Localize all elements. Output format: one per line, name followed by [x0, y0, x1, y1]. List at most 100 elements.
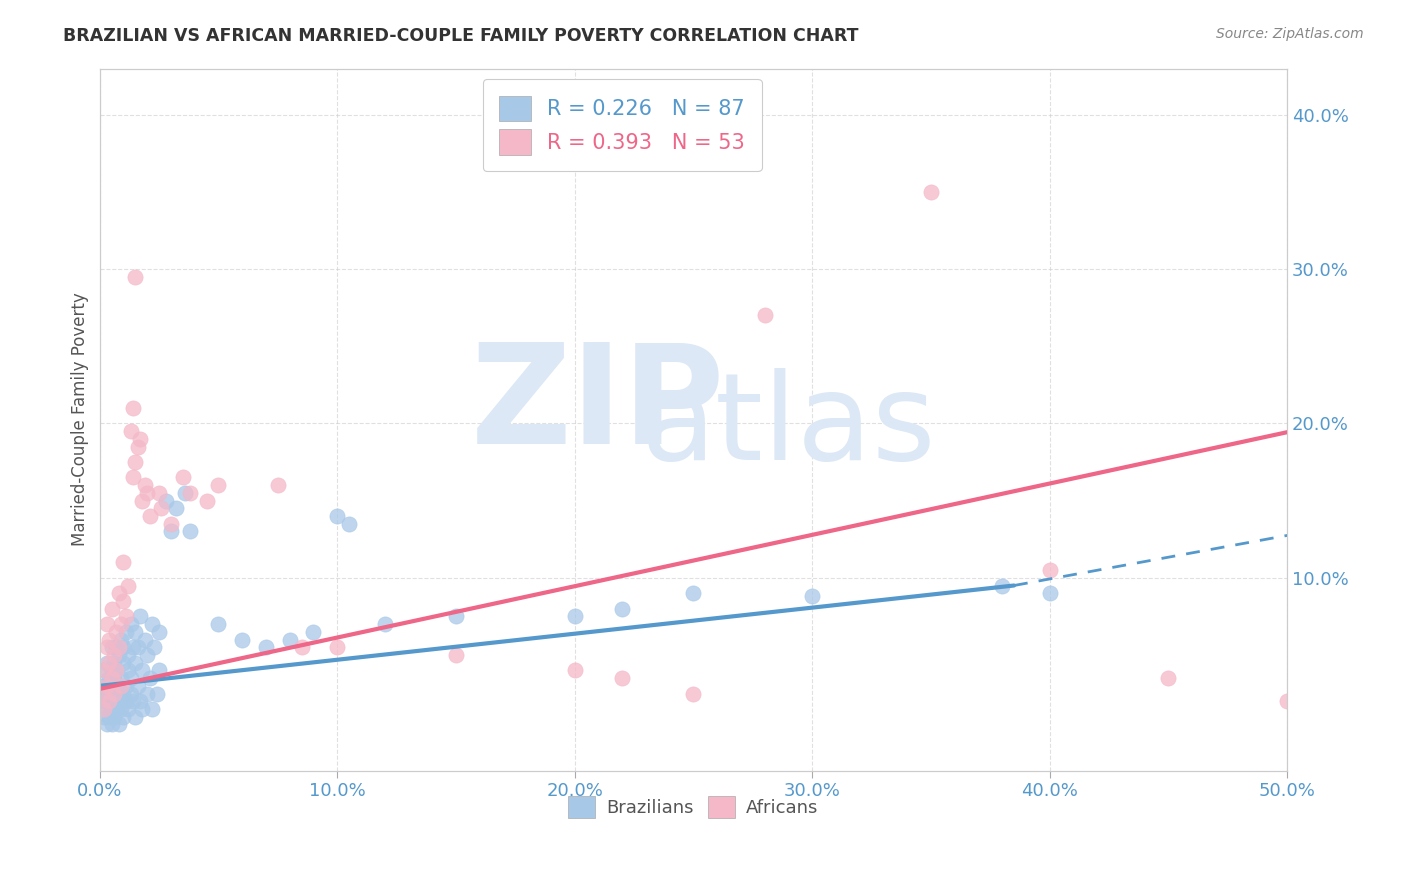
- Point: [174, 486, 197, 500]
- Point: [172, 470, 194, 484]
- Point: [100, 702, 122, 716]
- Point: [103, 648, 125, 662]
- Point: [114, 624, 136, 639]
- Point: [93, 687, 115, 701]
- Point: [141, 702, 163, 716]
- Point: [110, 679, 132, 693]
- Point: [302, 624, 325, 639]
- Point: [100, 601, 122, 615]
- Point: [98, 694, 121, 708]
- Point: [96, 617, 118, 632]
- Point: [98, 709, 121, 723]
- Point: [124, 709, 146, 723]
- Point: [110, 702, 132, 716]
- Point: [374, 617, 396, 632]
- Point: [103, 687, 125, 701]
- Point: [96, 640, 118, 655]
- Point: [141, 617, 163, 632]
- Point: [107, 640, 129, 655]
- Point: [91, 687, 114, 701]
- Point: [160, 516, 183, 531]
- Point: [103, 656, 125, 670]
- Point: [105, 664, 128, 678]
- Point: [96, 702, 118, 716]
- Legend: Brazilians, Africans: Brazilians, Africans: [561, 789, 825, 825]
- Point: [114, 609, 136, 624]
- Point: [107, 717, 129, 731]
- Point: [134, 632, 156, 647]
- Point: [120, 671, 142, 685]
- Point: [138, 671, 160, 685]
- Point: [105, 624, 128, 639]
- Point: [326, 509, 349, 524]
- Point: [131, 493, 153, 508]
- Point: [1039, 563, 1062, 577]
- Y-axis label: Married-Couple Family Poverty: Married-Couple Family Poverty: [72, 293, 89, 547]
- Point: [148, 486, 170, 500]
- Point: [91, 679, 114, 693]
- Point: [920, 185, 942, 199]
- Point: [105, 640, 128, 655]
- Point: [136, 648, 159, 662]
- Point: [129, 694, 152, 708]
- Point: [444, 609, 467, 624]
- Point: [103, 671, 125, 685]
- Point: [93, 709, 115, 723]
- Point: [96, 679, 118, 693]
- Point: [112, 555, 135, 569]
- Point: [136, 486, 159, 500]
- Point: [131, 664, 153, 678]
- Point: [93, 664, 115, 678]
- Point: [155, 493, 177, 508]
- Point: [96, 656, 118, 670]
- Point: [160, 524, 183, 539]
- Point: [112, 594, 135, 608]
- Point: [103, 694, 125, 708]
- Point: [124, 624, 146, 639]
- Point: [100, 671, 122, 685]
- Point: [96, 679, 118, 693]
- Point: [991, 578, 1014, 592]
- Point: [564, 664, 586, 678]
- Point: [110, 617, 132, 632]
- Point: [105, 687, 128, 701]
- Point: [290, 640, 312, 655]
- Point: [110, 632, 132, 647]
- Point: [124, 455, 146, 469]
- Point: [120, 687, 142, 701]
- Point: [107, 679, 129, 693]
- Point: [145, 687, 167, 701]
- Point: [122, 640, 145, 655]
- Point: [231, 632, 253, 647]
- Point: [129, 609, 152, 624]
- Point: [112, 709, 135, 723]
- Point: [267, 478, 290, 492]
- Point: [207, 617, 229, 632]
- Point: [148, 664, 170, 678]
- Text: Source: ZipAtlas.com: Source: ZipAtlas.com: [1216, 27, 1364, 41]
- Point: [117, 648, 139, 662]
- Point: [107, 694, 129, 708]
- Point: [148, 624, 170, 639]
- Point: [91, 694, 114, 708]
- Point: [326, 640, 349, 655]
- Point: [136, 687, 159, 701]
- Point: [114, 694, 136, 708]
- Text: ZIP: ZIP: [471, 338, 725, 473]
- Point: [165, 501, 187, 516]
- Point: [610, 601, 633, 615]
- Point: [143, 640, 166, 655]
- Point: [1157, 671, 1180, 685]
- Point: [100, 717, 122, 731]
- Point: [93, 664, 115, 678]
- Point: [682, 586, 704, 600]
- Point: [107, 586, 129, 600]
- Point: [93, 702, 115, 716]
- Point: [1039, 586, 1062, 600]
- Point: [754, 309, 776, 323]
- Point: [150, 501, 173, 516]
- Point: [129, 432, 152, 446]
- Point: [444, 648, 467, 662]
- Point: [610, 671, 633, 685]
- Point: [112, 640, 135, 655]
